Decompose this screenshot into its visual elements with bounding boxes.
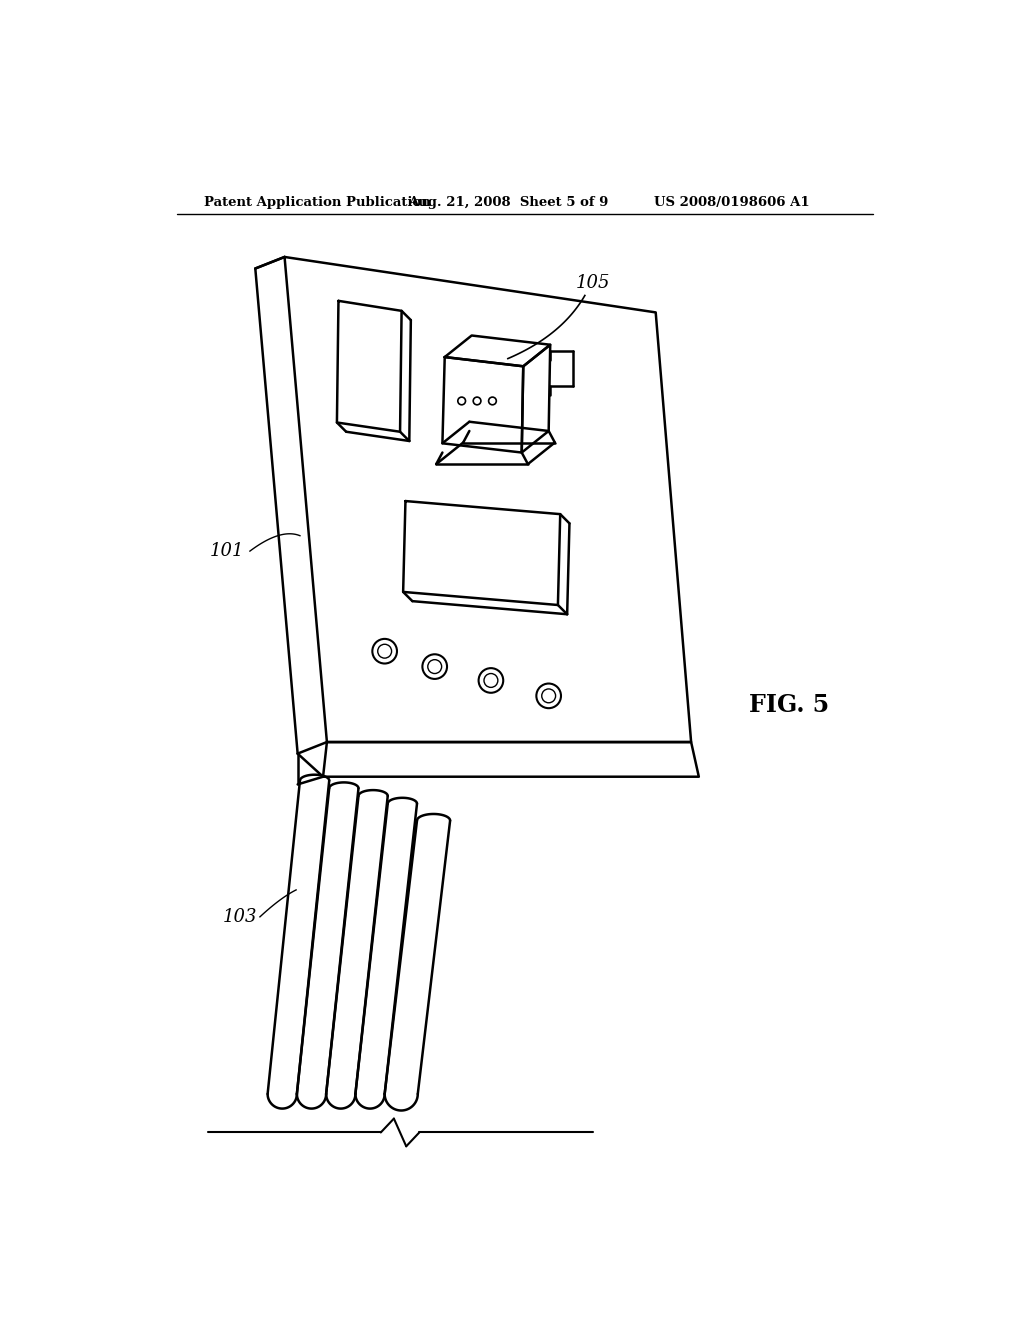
Text: 101: 101 <box>210 543 245 560</box>
Text: FIG. 5: FIG. 5 <box>749 693 829 717</box>
Text: US 2008/0198606 A1: US 2008/0198606 A1 <box>654 195 810 209</box>
Text: Patent Application Publication: Patent Application Publication <box>204 195 430 209</box>
Text: 105: 105 <box>575 275 610 292</box>
Text: Aug. 21, 2008  Sheet 5 of 9: Aug. 21, 2008 Sheet 5 of 9 <box>408 195 608 209</box>
Text: 103: 103 <box>223 908 258 925</box>
